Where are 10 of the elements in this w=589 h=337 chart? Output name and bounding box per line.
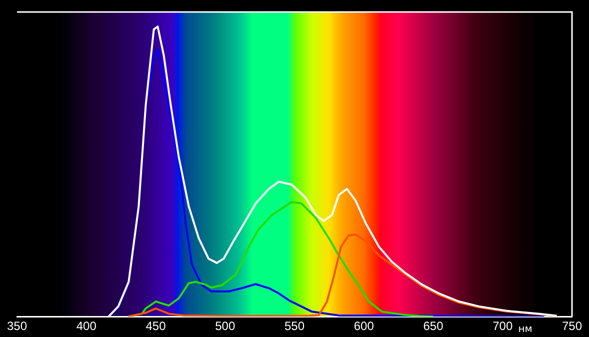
x-tick-label: 350 bbox=[6, 319, 28, 334]
x-tick-label: 550 bbox=[284, 319, 305, 334]
x-tick-label: 450 bbox=[146, 319, 166, 334]
x-tick-label: 500 bbox=[215, 319, 236, 334]
x-tick-label: 750 bbox=[562, 319, 582, 334]
x-tick-label: 650 bbox=[423, 319, 444, 334]
x-tick-label: 600 bbox=[354, 319, 374, 334]
x-axis-title: нм bbox=[518, 324, 532, 336]
x-tick-label: 700 bbox=[492, 319, 513, 334]
x-tick-label: 400 bbox=[76, 319, 97, 334]
